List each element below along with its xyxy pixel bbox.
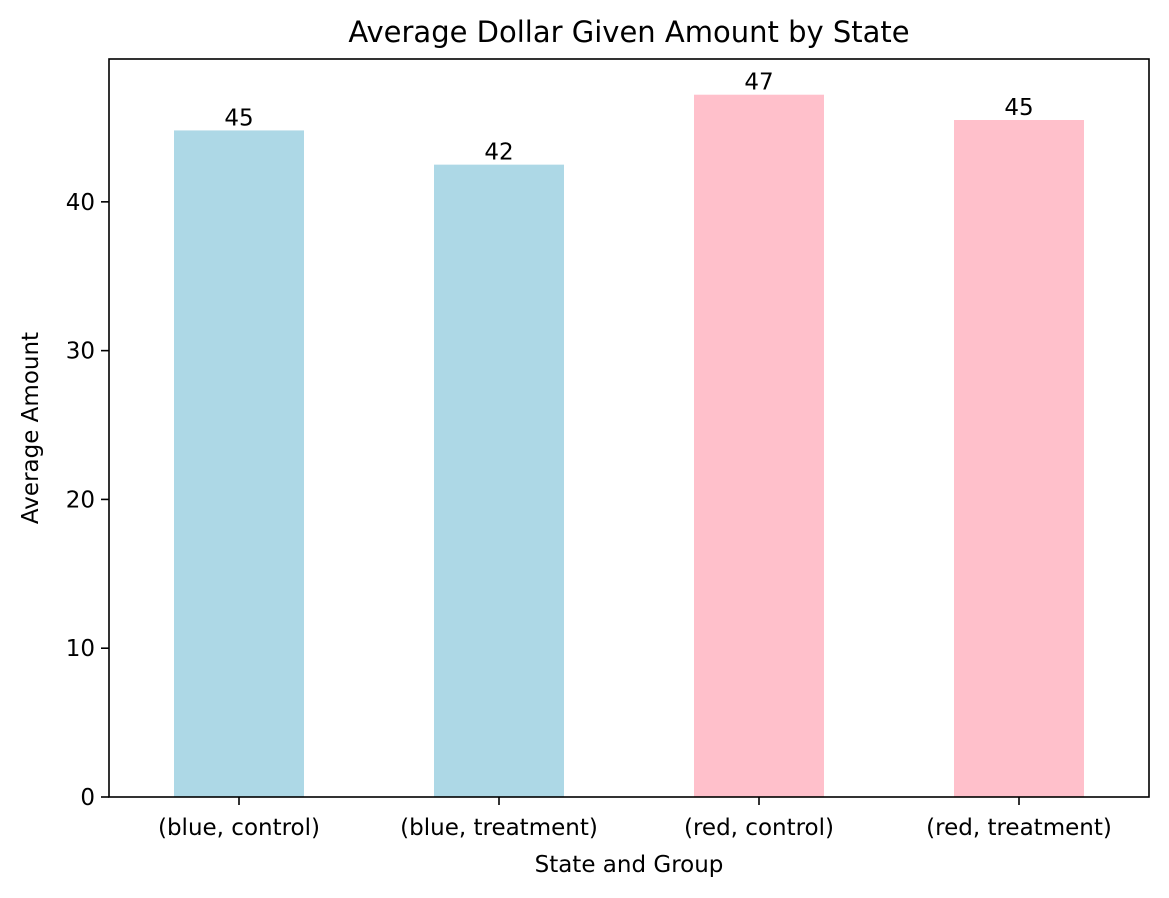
y-axis: 0 10 20 30 40 <box>66 190 109 811</box>
y-axis-label: Average Amount <box>18 332 44 524</box>
data-label: 47 <box>744 70 773 96</box>
y-tick-label: 20 <box>66 487 95 513</box>
x-tick-label: (blue, treatment) <box>400 815 598 841</box>
y-tick-label: 0 <box>80 785 95 811</box>
data-label: 45 <box>1004 95 1033 121</box>
bars-group <box>174 94 1084 798</box>
data-label: 42 <box>484 140 513 166</box>
y-tick-label: 30 <box>66 339 95 365</box>
y-tick-label: 10 <box>66 636 95 662</box>
data-label: 45 <box>224 105 253 131</box>
x-axis: (blue, control) (blue, treatment) (red, co… <box>158 797 1112 841</box>
y-tick-label: 40 <box>66 190 95 216</box>
bar <box>954 120 1084 798</box>
x-tick-label: (red, control) <box>684 815 834 841</box>
bar <box>694 94 824 798</box>
x-tick-label: (blue, control) <box>158 815 320 841</box>
x-axis-label: State and Group <box>535 852 724 878</box>
bar <box>434 164 564 798</box>
plot-frame <box>108 58 1150 798</box>
bar <box>174 130 304 797</box>
data-labels-group: 45 42 47 45 <box>224 70 1033 166</box>
chart-title: Average Dollar Given Amount by State <box>348 15 909 49</box>
x-tick-label: (red, treatment) <box>926 815 1112 841</box>
